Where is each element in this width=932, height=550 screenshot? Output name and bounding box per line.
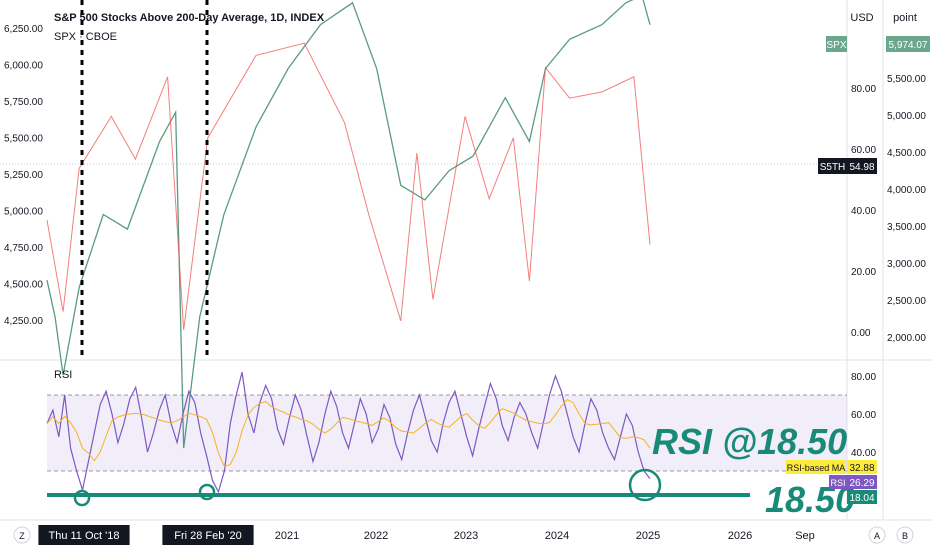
far-axis-tick: 4,000.00 xyxy=(887,185,926,196)
log-scale-icon[interactable] xyxy=(896,526,914,544)
rsi-line xyxy=(46,372,651,494)
bottom-icons: Z A B xyxy=(13,526,914,544)
s5th-line xyxy=(46,42,651,330)
rsi-ma-value-bg xyxy=(847,460,877,474)
circle-marker-2018 xyxy=(73,489,91,507)
price-curves xyxy=(46,0,651,449)
rsi-axis-tick: 40.00 xyxy=(851,448,876,459)
spx-price-line xyxy=(46,0,651,449)
timezone-icon-label: Z xyxy=(19,531,25,541)
time-axis-label: 2023 xyxy=(454,530,478,542)
left-axis-tick: 5,750.00 xyxy=(4,97,43,108)
far-axis-tick: 5,500.00 xyxy=(887,74,926,85)
rsi-label: RSI xyxy=(830,478,845,488)
right-axis-tick: 20.00 xyxy=(851,267,876,278)
spx-legend: SPX · CBOE xyxy=(54,31,117,43)
time-axis-label: 2024 xyxy=(545,530,569,542)
currency-label-point[interactable]: point xyxy=(893,12,917,24)
far-axis-tick: 3,500.00 xyxy=(887,222,926,233)
left-price-axis[interactable]: 6,250.00 6,000.00 5,750.00 5,500.00 5,250.00… xyxy=(4,24,43,327)
right-axis-tick: 60.00 xyxy=(851,145,876,156)
rsi-curves xyxy=(46,372,651,494)
spx-badge: SPX xyxy=(826,40,846,51)
far-axis-tick: 4,500.00 xyxy=(887,148,926,159)
support-value: 18.04 xyxy=(849,493,874,504)
far-axis-tick: 2,500.00 xyxy=(887,296,926,307)
date-highlight-bg xyxy=(38,525,130,545)
rsi-value-bg xyxy=(847,475,877,489)
spx-badge-bg xyxy=(826,36,847,52)
time-axis-label: Fri 28 Feb '20 xyxy=(174,530,242,542)
rsi-value: 26.29 xyxy=(849,478,874,489)
spx-value-bg xyxy=(886,36,930,52)
s5th-badge-bg xyxy=(818,158,847,174)
rsi-axis-tick: 80.00 xyxy=(851,372,876,383)
far-axis-tick: 2,000.00 xyxy=(887,333,926,344)
rsi-axis[interactable]: 80.00 60.00 40.00 xyxy=(851,372,876,459)
rsi-annotation: RSI @18.50 xyxy=(652,421,847,462)
chart-title: S&P 500 Stocks Above 200-Day Average, 1D… xyxy=(54,12,325,24)
left-axis-tick: 4,500.00 xyxy=(4,280,43,291)
rsi-axis-tick: 60.00 xyxy=(851,410,876,421)
rsi-label-bg xyxy=(829,475,847,489)
left-axis-tick: 4,250.00 xyxy=(4,316,43,327)
left-axis-tick: 5,000.00 xyxy=(4,207,43,218)
time-axis-label: 2025 xyxy=(636,530,660,542)
right-axis-tick: 80.00 xyxy=(851,84,876,95)
far-axis-tick: 5,000.00 xyxy=(887,111,926,122)
left-axis-tick: 4,750.00 xyxy=(4,243,43,254)
rsi-ma-value: 32.88 xyxy=(849,463,874,474)
s5th-value-bg xyxy=(847,158,877,174)
s5th-badge: S5TH xyxy=(820,162,846,173)
left-axis-tick: 6,000.00 xyxy=(4,61,43,72)
time-axis[interactable]: Thu 11 Oct '18 Fri 28 Feb '20 2021 2022 2023… xyxy=(38,525,815,545)
auto-scale-icon[interactable] xyxy=(868,526,886,544)
auto-scale-icon-label: A xyxy=(874,531,880,541)
date-highlight-bg xyxy=(162,525,254,545)
spx-value-badge: 5,974.07 xyxy=(889,40,928,51)
rsi-ma-label-bg xyxy=(786,460,846,474)
time-axis-label: Thu 11 Oct '18 xyxy=(49,530,120,542)
circle-marker-2020 xyxy=(198,483,216,501)
left-axis-tick: 5,500.00 xyxy=(4,134,43,145)
time-axis-label: 2021 xyxy=(275,530,299,542)
far-right-price-axis[interactable]: 5,500.00 5,000.00 4,500.00 4,000.00 3,500.00… xyxy=(887,74,926,344)
right-axis-tick: 40.00 xyxy=(851,206,876,217)
right-axis-tick: 0.00 xyxy=(851,328,871,339)
rsi-ma-label: RSI-based MA xyxy=(787,463,846,473)
log-scale-icon-label: B xyxy=(902,531,908,541)
right-percent-axis[interactable]: 80.00 60.00 40.00 20.00 0.00 xyxy=(851,84,876,339)
support-value-bg xyxy=(847,490,877,504)
left-axis-tick: 6,250.00 xyxy=(4,24,43,35)
rsi-ma-line xyxy=(46,398,651,468)
left-axis-tick: 5,250.00 xyxy=(4,170,43,181)
time-axis-label: 2022 xyxy=(364,530,388,542)
circle-marker-2025 xyxy=(628,468,662,502)
currency-label-usd[interactable]: USD xyxy=(850,12,873,24)
time-axis-label: 2026 xyxy=(728,530,752,542)
rsi-title: RSI xyxy=(54,369,72,381)
far-axis-tick: 3,000.00 xyxy=(887,259,926,270)
timezone-icon[interactable] xyxy=(13,526,31,544)
s5th-value-badge: 54.98 xyxy=(849,162,874,173)
time-axis-label: Sep xyxy=(795,530,815,542)
